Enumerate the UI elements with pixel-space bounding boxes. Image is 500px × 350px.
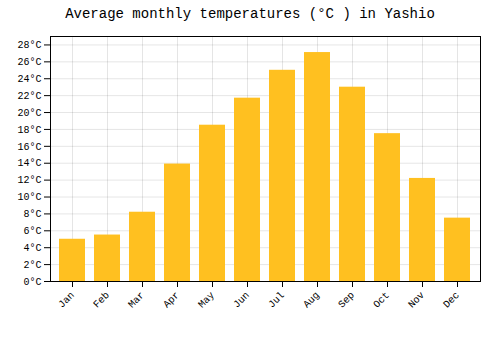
svg-text:Jul: Jul bbox=[266, 290, 287, 311]
svg-text:20°C: 20°C bbox=[17, 108, 41, 119]
svg-text:28°C: 28°C bbox=[17, 40, 41, 51]
svg-text:Sep: Sep bbox=[336, 290, 357, 311]
svg-text:24°C: 24°C bbox=[17, 74, 41, 85]
svg-text:6°C: 6°C bbox=[23, 226, 41, 237]
svg-text:Oct: Oct bbox=[371, 290, 392, 311]
svg-text:26°C: 26°C bbox=[17, 57, 41, 68]
svg-text:Apr: Apr bbox=[161, 290, 182, 311]
html-text:Average monthly temperatures (: Average monthly temperatures (°C ) in Ya… bbox=[65, 6, 435, 22]
svg-text:16°C: 16°C bbox=[17, 142, 41, 153]
svg-text:Dec: Dec bbox=[441, 290, 462, 311]
svg-text:Jun: Jun bbox=[231, 290, 252, 311]
svg-text:8°C: 8°C bbox=[23, 209, 41, 220]
svg-text:10°C: 10°C bbox=[17, 192, 41, 203]
svg-text:Mar: Mar bbox=[126, 290, 147, 311]
svg-text:14°C: 14°C bbox=[17, 158, 41, 169]
svg-text:12°C: 12°C bbox=[17, 175, 41, 186]
svg-text:4°C: 4°C bbox=[23, 243, 41, 254]
svg-text:0°C: 0°C bbox=[23, 277, 41, 288]
svg-text:Aug: Aug bbox=[301, 290, 322, 311]
svg-text:22°C: 22°C bbox=[17, 91, 41, 102]
svg-text:Nov: Nov bbox=[406, 290, 427, 311]
svg-text:2°C: 2°C bbox=[23, 260, 41, 271]
svg-text:Jan: Jan bbox=[56, 290, 77, 311]
svg-text:May: May bbox=[196, 290, 217, 311]
svg-text:Feb: Feb bbox=[91, 290, 112, 311]
svg-text:18°C: 18°C bbox=[17, 125, 41, 136]
